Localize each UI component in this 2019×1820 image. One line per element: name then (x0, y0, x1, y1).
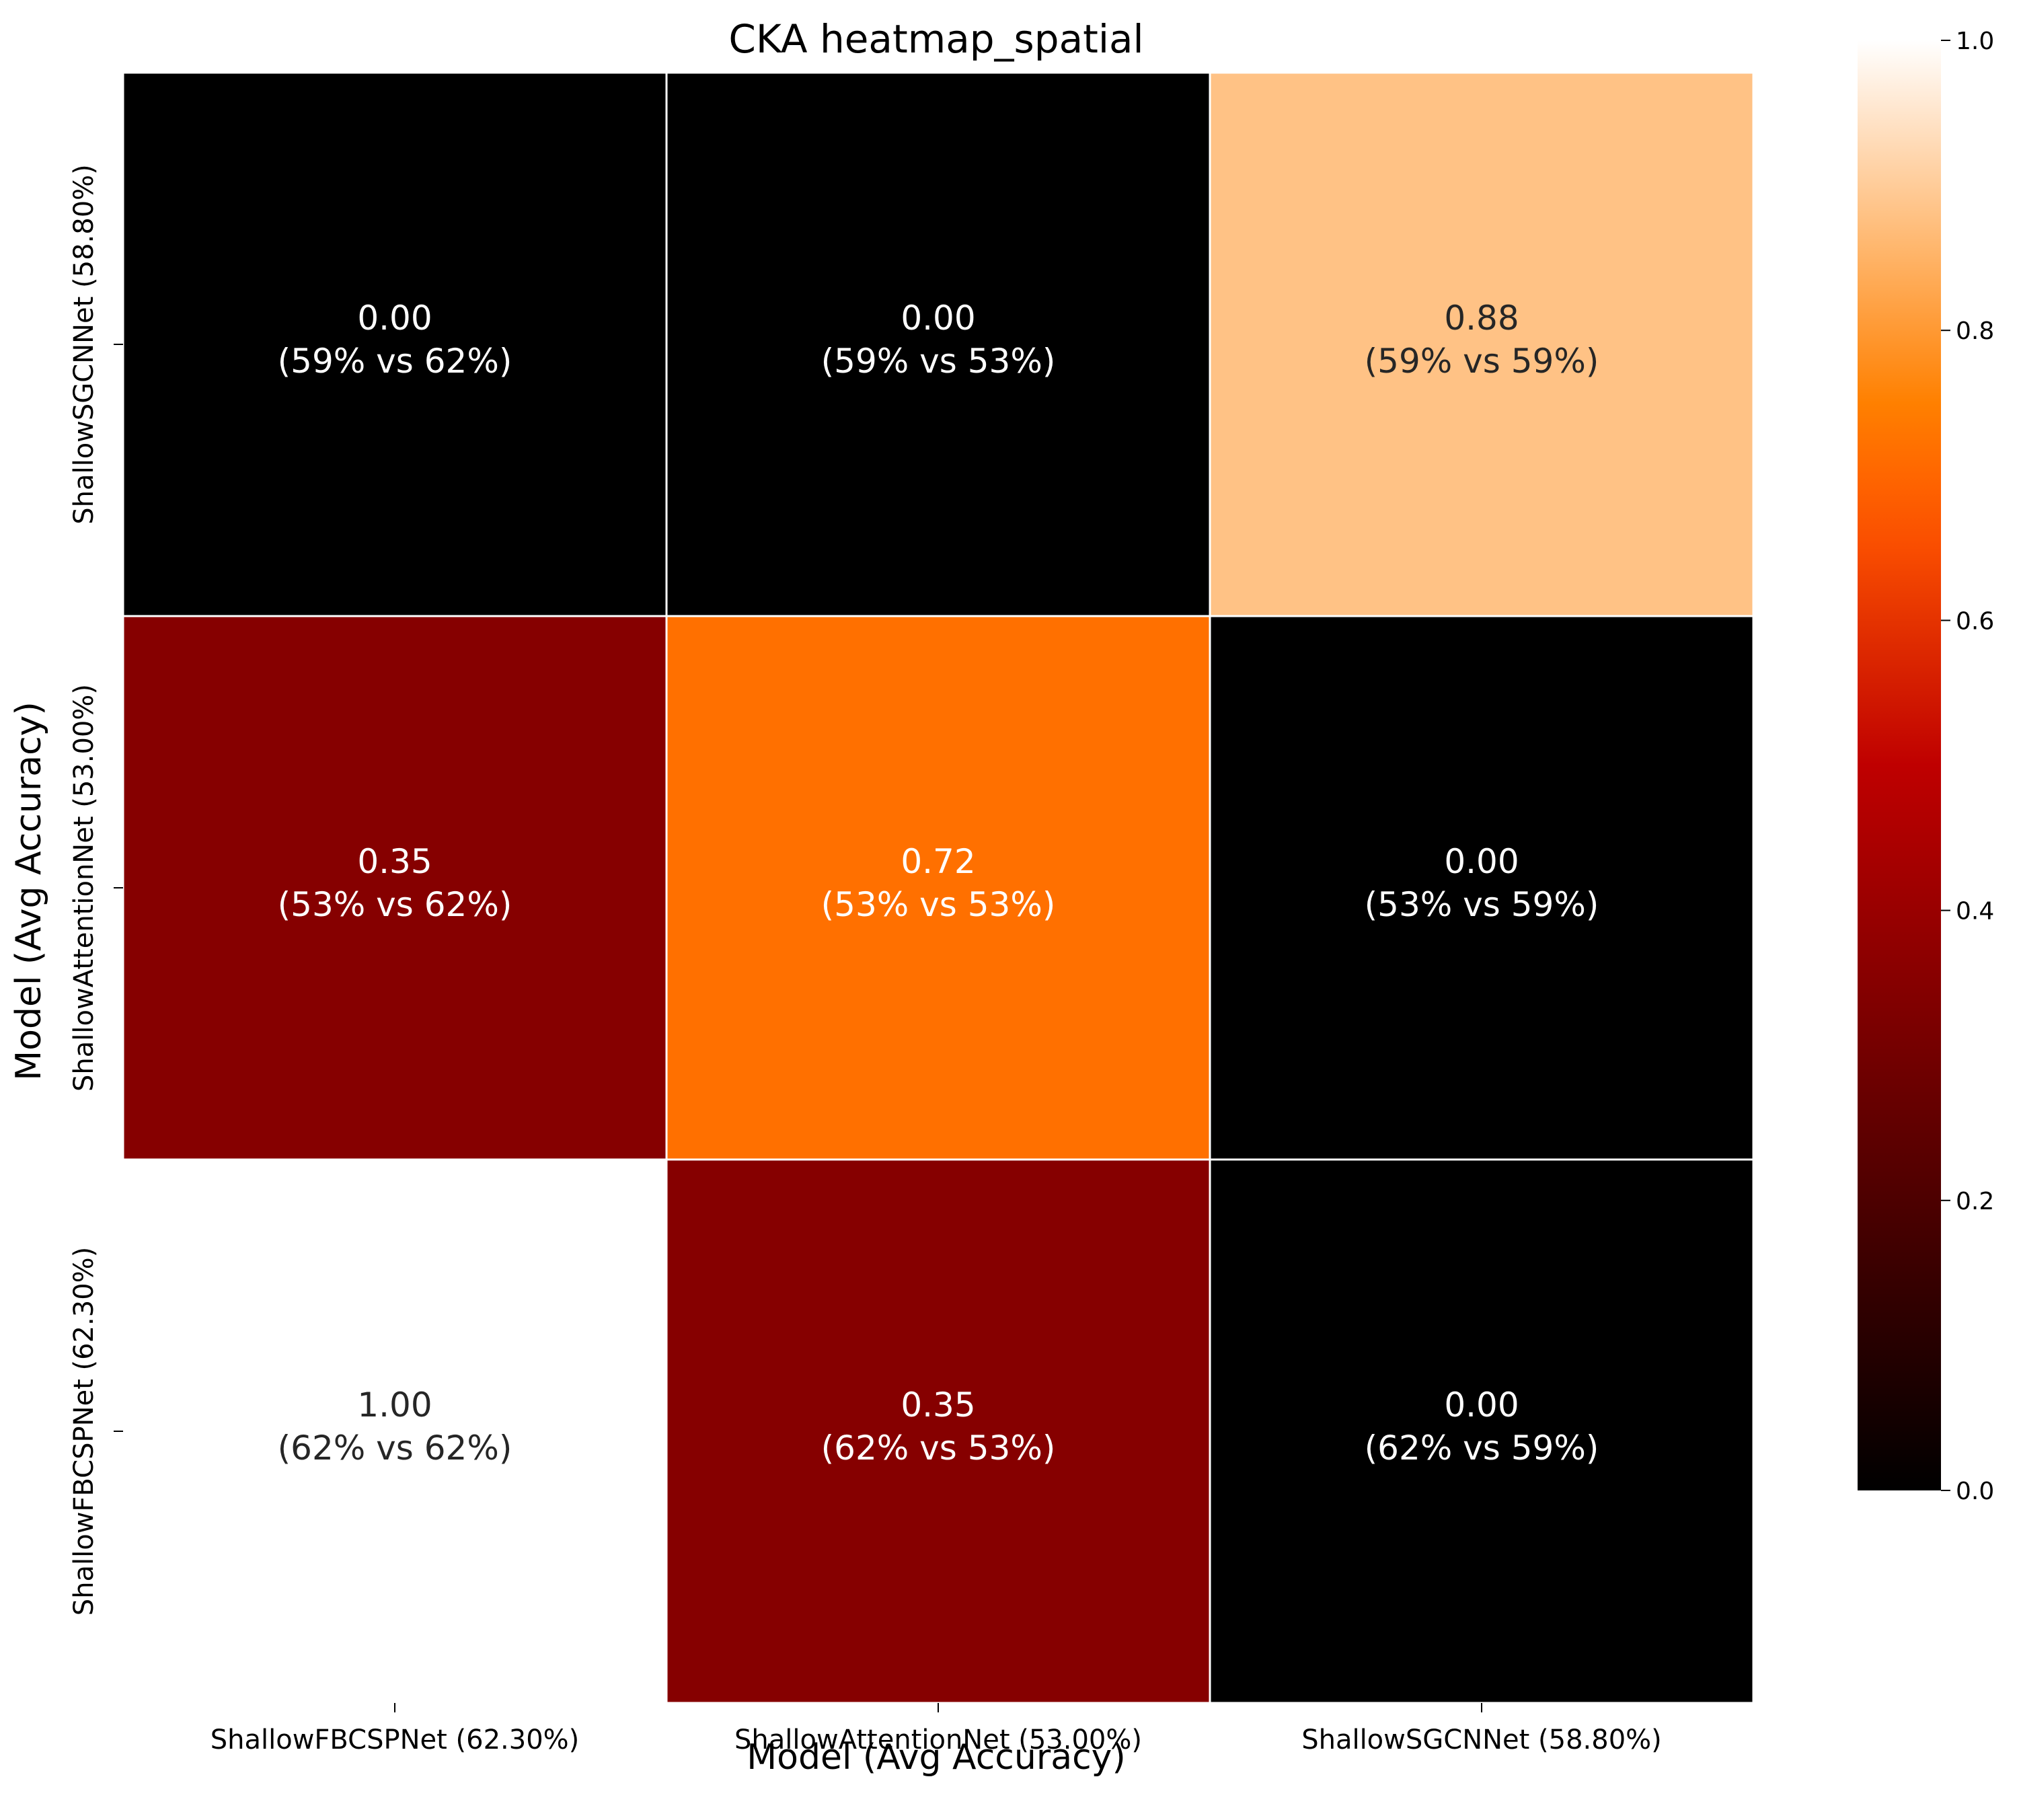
colorbar-tick-label: 0.4 (1956, 898, 1994, 925)
heatmap-cells (122, 71, 1755, 1704)
cell-value-label: 0.72 (901, 842, 975, 881)
x-axis: ShallowFBCSPNet (62.30%) ShallowAttention… (211, 1703, 1662, 1755)
colorbar-scale (1858, 40, 1941, 1490)
cell-comparison-label: (53% vs 62%) (278, 885, 512, 924)
cell-value-label: 0.35 (901, 1386, 975, 1425)
heatmap-cell (665, 1158, 1211, 1704)
heatmap-cell-labels: 0.00 (59% vs 62%) 0.00 (59% vs 53%) 0.88 (59%… (278, 299, 1599, 1468)
cell-value-label: 0.00 (1444, 1386, 1519, 1425)
x-tick-label: ShallowFBCSPNet (62.30%) (211, 1724, 580, 1755)
heatmap-cell (665, 71, 1211, 617)
x-tick-label: ShallowSGCNNet (58.80%) (1301, 1724, 1662, 1755)
colorbar-tick-label: 0.2 (1956, 1188, 1994, 1215)
cell-comparison-label: (53% vs 59%) (1365, 885, 1599, 924)
chart-title: CKA heatmap_spatial (728, 16, 1143, 62)
cell-comparison-label: (59% vs 53%) (821, 342, 1056, 381)
heatmap-cell (1209, 71, 1755, 617)
x-axis-label: Model (Avg Accuracy) (747, 1737, 1125, 1778)
colorbar: 0.0 0.2 0.4 0.6 0.8 1.0 (1858, 28, 1994, 1505)
heatmap-cell (122, 71, 668, 617)
cell-value-label: 0.00 (901, 299, 975, 338)
heatmap-cell (122, 1158, 668, 1704)
colorbar-tick-label: 1.0 (1956, 28, 1994, 55)
heatmap-cell (1209, 615, 1755, 1161)
cell-value-label: 0.35 (357, 842, 432, 881)
y-tick-label: ShallowSGCNNet (58.80%) (69, 164, 100, 525)
cell-comparison-label: (62% vs 59%) (1365, 1429, 1599, 1468)
colorbar-tick-label: 0.6 (1956, 607, 1994, 635)
y-tick-label: ShallowFBCSPNet (62.30%) (69, 1247, 100, 1616)
y-tick-label: ShallowAttentionNet (53.00%) (69, 684, 100, 1092)
cell-comparison-label: (62% vs 53%) (821, 1429, 1056, 1468)
cell-value-label: 0.00 (357, 299, 432, 338)
y-axis-label: Model (Avg Accuracy) (9, 702, 49, 1080)
heatmap-cell (1209, 1158, 1755, 1704)
y-axis: ShallowSGCNNet (58.80%) ShallowAttentionN… (69, 164, 123, 1616)
cell-comparison-label: (59% vs 62%) (278, 342, 512, 381)
colorbar-tick-label: 0.8 (1956, 317, 1994, 345)
x-tick-label: ShallowAttentionNet (53.00%) (734, 1724, 1142, 1755)
heatmap-cell (122, 615, 668, 1161)
cell-comparison-label: (53% vs 53%) (821, 885, 1056, 924)
cell-comparison-label: (59% vs 59%) (1365, 342, 1599, 381)
cell-value-label: 0.00 (1444, 842, 1519, 881)
colorbar-tick-label: 0.0 (1956, 1478, 1994, 1505)
cell-comparison-label: (62% vs 62%) (278, 1429, 512, 1468)
cell-value-label: 0.88 (1444, 299, 1519, 338)
cell-value-label: 1.00 (357, 1386, 432, 1425)
